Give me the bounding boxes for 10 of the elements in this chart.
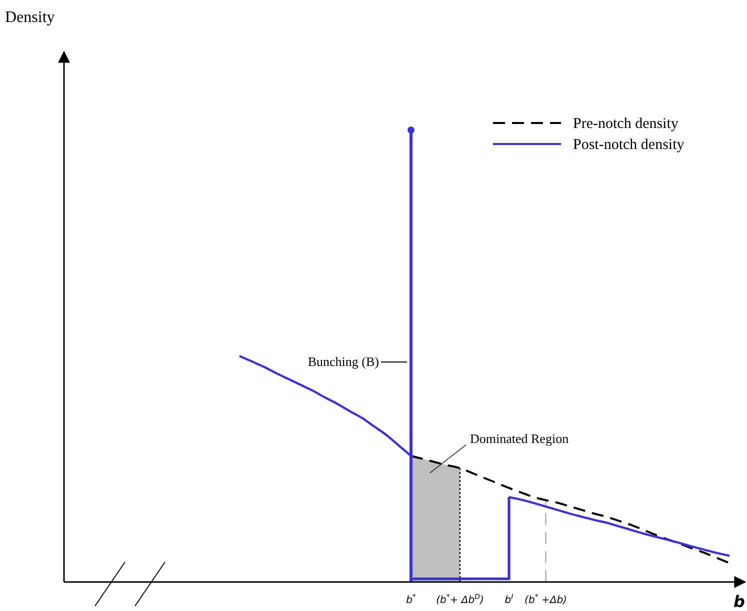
x-tick-label: (b$^{*}$ +Δb) <box>524 593 567 606</box>
x-tick-label: b$^{*}$ <box>406 593 416 606</box>
x-tick-label: (b$^{*}$+ Δb$^{D}$) <box>436 593 484 606</box>
band-label: Dominated Region <box>470 430 570 446</box>
text: Density <box>5 9 55 26</box>
legend-label: Pre-notch density <box>573 116 679 132</box>
legend-label: Post-notch density <box>573 137 685 153</box>
x-axis-title: b <box>734 592 745 611</box>
annotation: Bunching (B) <box>308 354 379 369</box>
x-tick-label: b$^{I}$ <box>504 593 514 606</box>
